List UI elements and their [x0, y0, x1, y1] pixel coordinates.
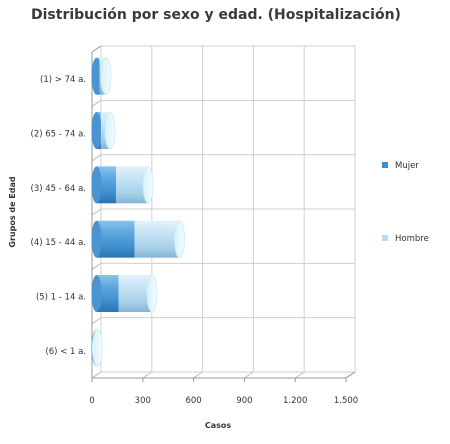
wall-gridline	[91, 262, 102, 270]
x-tick-label: 300	[135, 396, 151, 406]
category-label: (2) 65 - 74 a.	[31, 130, 86, 140]
bar-body	[96, 275, 119, 312]
wall-gridline	[91, 154, 102, 162]
legend-label: Mujer	[395, 161, 419, 171]
bar-mujer	[91, 112, 102, 149]
bar-mujer	[91, 166, 116, 204]
bar-end-cap	[142, 165, 154, 204]
x-tick-label: 0	[89, 396, 94, 406]
legend: Mujer Hombre	[382, 161, 429, 244]
chart-title: Distribución por sexo y edad. (Hospitali…	[31, 7, 401, 23]
bar-start-cap	[91, 275, 102, 312]
bar-mujer	[91, 275, 119, 312]
bar-mujer	[91, 220, 135, 258]
bar-body	[96, 220, 135, 258]
plot-axes	[91, 45, 356, 379]
plot-grid	[91, 45, 356, 379]
y-axis-title: Grupos de Edad	[8, 176, 17, 248]
category-label: (4) 15 - 44 a.	[31, 238, 86, 248]
bar-start-cap	[91, 57, 102, 95]
wall-gridline	[91, 317, 102, 325]
x-tick-label: 1.200	[283, 396, 307, 406]
bar-end-cap	[91, 328, 103, 367]
bar-end-cap	[174, 220, 185, 259]
x-tick-label: 1.500	[334, 396, 358, 406]
x-tick-label: 600	[185, 396, 201, 406]
bar-body	[96, 166, 116, 204]
bars-layer	[91, 57, 185, 367]
axis-corner-line	[345, 371, 356, 379]
floor-gridline	[142, 371, 153, 379]
category-label: (5) 1 - 14 a.	[36, 293, 86, 303]
bar-start-cap	[91, 112, 102, 149]
floor-gridline	[244, 371, 254, 379]
legend-label: Hombre	[395, 234, 429, 244]
wall-gridline	[91, 99, 102, 107]
x-tick-labels: 0 300 600 900 1.200 1.500	[89, 378, 358, 406]
legend-swatch	[382, 162, 388, 168]
category-label: (3) 45 - 64 a.	[31, 184, 86, 194]
category-labels: (1) > 74 a. (2) 65 - 74 a. (3) 45 - 64 a. (…	[31, 75, 86, 357]
bar-hombre	[118, 275, 153, 312]
bar-end-cap	[100, 57, 112, 96]
wall-gridline	[91, 208, 102, 216]
x-tick-label: 900	[236, 396, 252, 406]
bar-mujer	[91, 57, 102, 95]
category-label: (6) < 1 a.	[45, 347, 86, 357]
bar-start-cap	[91, 220, 102, 258]
bar-body	[134, 220, 180, 258]
x-axis-title: Casos	[205, 421, 232, 430]
bar-end-cap	[146, 274, 158, 313]
bar-end-cap	[104, 111, 116, 150]
legend-swatch	[382, 235, 388, 241]
floor-gridline	[294, 371, 305, 379]
axis-corner-line	[91, 45, 102, 53]
category-label: (1) > 74 a.	[40, 75, 86, 85]
wall-gridline	[91, 371, 102, 379]
bar-body	[118, 275, 153, 312]
bar-start-cap	[91, 166, 102, 204]
bar-hombre	[134, 220, 180, 258]
floor-gridline	[193, 371, 203, 379]
